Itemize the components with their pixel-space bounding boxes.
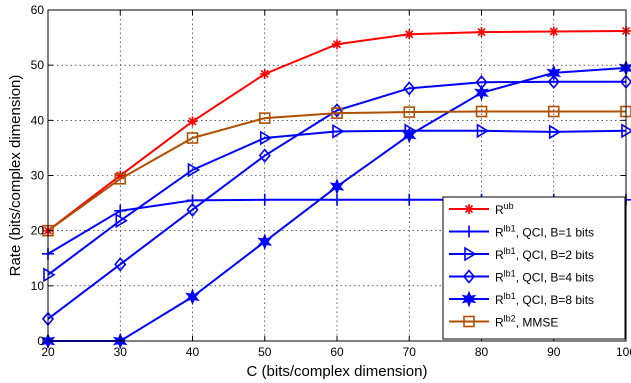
data-point: [403, 81, 416, 96]
data-point: [187, 116, 198, 127]
data-point: [403, 193, 416, 206]
legend-label: Rlb1, QCI, B=2 bits: [495, 246, 594, 262]
legend-label-superscript: lb1: [504, 291, 516, 301]
x-tick-label: 90: [547, 345, 561, 359]
legend-marker: [463, 225, 475, 238]
data-point: [403, 106, 416, 118]
legend-label-superscript: ub: [504, 201, 514, 211]
data-point: [186, 132, 199, 144]
legend-label-tail: , QCI, B=1 bits: [516, 226, 594, 240]
legend-marker: [464, 246, 477, 262]
legend-marker: [461, 290, 477, 308]
x-tick-label: 50: [258, 345, 272, 359]
data-point: [115, 213, 128, 229]
legend-label-superscript: lb1: [504, 246, 516, 256]
x-tick-label: 30: [114, 345, 128, 359]
series-line: [47, 110, 626, 232]
legend-label-base: R: [495, 271, 504, 285]
legend-label-superscript: lb2: [504, 314, 516, 324]
data-point: [185, 288, 200, 306]
legend-label-tail: , MMSE: [516, 316, 559, 330]
y-tick-label: 10: [31, 279, 45, 293]
legend-label-base: R: [495, 293, 504, 307]
data-point: [114, 204, 127, 217]
legend-marker: [464, 204, 474, 214]
data-point: [474, 84, 489, 102]
legend-box: [442, 196, 626, 340]
data-point: [187, 162, 201, 178]
y-axis-title: Rate (bits/complex dimension): [7, 75, 24, 277]
series-line: [47, 129, 627, 276]
legend-entry: Rlb1, QCI, B=2 bits: [449, 246, 594, 262]
legend-marker: [462, 269, 476, 284]
data-point: [332, 39, 342, 50]
x-tick-label: 20: [41, 345, 55, 359]
data-point: [404, 29, 415, 40]
data-point: [115, 170, 126, 181]
data-point: [476, 27, 487, 38]
axis-ticks: 20 30 40 50 60 70 80 90 100 0 10 20 30 40 50 60: [31, 3, 631, 359]
legend-label-base: R: [495, 203, 504, 217]
y-tick-label: 20: [31, 224, 45, 238]
legend-label: Rlb2, MMSE: [495, 314, 558, 330]
x-tick-label: 40: [186, 345, 200, 359]
data-point: [259, 68, 270, 79]
data-point: [114, 257, 127, 272]
data-point: [331, 107, 343, 119]
data-point: [258, 112, 271, 124]
legend-marker: [463, 315, 475, 328]
legend-label-tail: , QCI, B=4 bits: [516, 271, 594, 285]
x-tick-label: 100: [616, 345, 631, 359]
legend-label-tail: , QCI, B=8 bits: [516, 293, 594, 307]
legend-label: Rlb1, QCI, B=8 bits: [495, 291, 594, 307]
legend-entry: Rlb1, QCI, B=1 bits: [449, 224, 594, 240]
legend-entry: Rub: [449, 201, 514, 217]
data-point: [331, 193, 343, 206]
data-point: [476, 123, 490, 139]
data-point: [546, 64, 562, 82]
data-point: [186, 202, 199, 217]
x-tick-label: 60: [330, 345, 344, 359]
data-point: [114, 173, 127, 185]
data-point: [329, 178, 345, 195]
data-point: [548, 26, 559, 37]
legend-label: Rub: [495, 201, 514, 217]
data-point: [258, 148, 271, 163]
legend-label-tail: , QCI, B=2 bits: [516, 248, 594, 262]
legend-label-base: R: [495, 226, 504, 240]
x-axis-title: C (bits/complex dimension): [247, 363, 428, 380]
data-point: [547, 74, 560, 89]
data-point: [259, 130, 273, 146]
y-tick-label: 40: [31, 113, 45, 127]
series-3: [43, 123, 631, 283]
data-point: [475, 105, 488, 118]
series-line: [47, 80, 626, 320]
legend-label: Rlb1, QCI, B=4 bits: [495, 269, 594, 285]
data-point: [43, 267, 56, 283]
legend-entry: Rlb1, QCI, B=4 bits: [449, 269, 594, 285]
legend-entry: Rlb1, QCI, B=8 bits: [449, 290, 594, 308]
x-tick-label: 80: [475, 345, 489, 359]
y-tick-label: 50: [31, 58, 45, 72]
legend-label: Rlb1, QCI, B=1 bits: [495, 224, 594, 240]
data-point: [258, 193, 271, 206]
x-tick-label: 70: [403, 345, 417, 359]
data-point: [548, 124, 562, 140]
legend-label-superscript: lb1: [504, 269, 516, 279]
legend-label-base: R: [495, 248, 504, 262]
y-tick-label: 0: [37, 334, 44, 348]
y-tick-label: 30: [31, 169, 45, 183]
data-point: [621, 123, 631, 139]
data-point: [547, 105, 560, 118]
data-point: [257, 233, 273, 251]
y-tick-label: 60: [31, 3, 45, 17]
data-point: [332, 123, 345, 139]
legend-label-superscript: lb1: [504, 224, 516, 234]
data-point: [401, 126, 417, 144]
legend-label-base: R: [495, 316, 504, 330]
legend-entry: Rlb2, MMSE: [449, 314, 558, 330]
